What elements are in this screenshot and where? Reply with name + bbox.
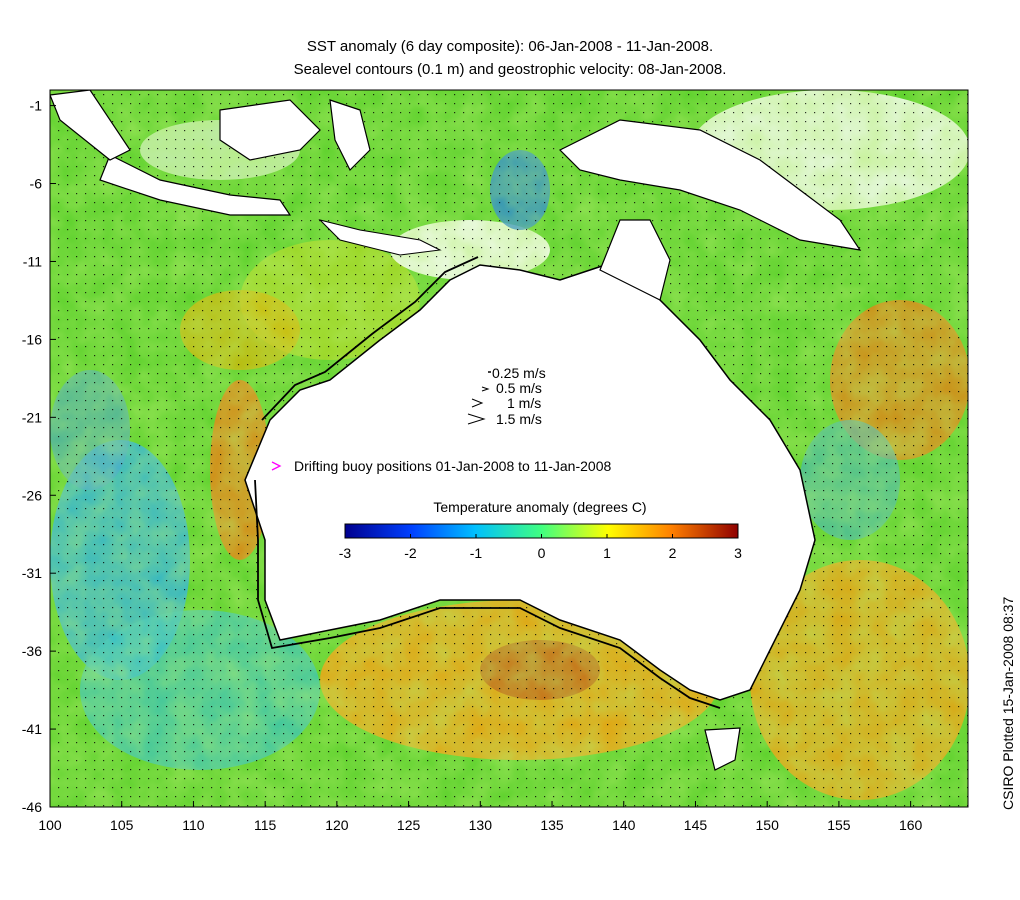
x-tick-label: 145	[684, 817, 708, 833]
x-tick-label: 150	[756, 817, 780, 833]
australia-landmass	[244, 249, 816, 701]
y-axis: -1 -6 -11 -16 -21 -26 -31 -36 -41 -46	[22, 98, 56, 815]
y-tick-label: -16	[22, 331, 42, 347]
velocity-legend-item-3: 1.5 m/s	[467, 411, 542, 427]
y-tick-label: -1	[30, 98, 43, 114]
x-tick-label: 100	[38, 817, 62, 833]
plot-frame	[49, 89, 969, 808]
x-tick-label: 120	[325, 817, 349, 833]
velocity-legend-label-2: 1 m/s	[507, 395, 541, 411]
y-tick-label: -26	[22, 487, 42, 503]
x-tick-label: 130	[469, 817, 493, 833]
x-tick-label: 110	[182, 817, 205, 833]
x-tick-label: 125	[397, 817, 421, 833]
map-title-line-1: SST anomaly (6 day composite): 06-Jan-20…	[306, 38, 714, 55]
velocity-legend-item-2: 1 m/s	[471, 395, 541, 411]
x-tick-label: 105	[110, 817, 134, 833]
sumatra-landmass	[50, 90, 131, 161]
sulawesi-landmass	[329, 99, 371, 172]
sst-field	[50, 90, 968, 807]
borneo-landmass	[219, 99, 321, 161]
colorbar-tick-label: 2	[669, 545, 677, 561]
velocity-legend-label-3: 1.5 m/s	[496, 411, 542, 427]
y-tick-label: -21	[22, 409, 42, 425]
velocity-legend-item-1: 0.5 m/s	[481, 380, 542, 396]
velocity-legend-label-0: 0.25 m/s	[492, 365, 546, 381]
colorbar-tick-label: 3	[734, 545, 742, 561]
colorbar-tick-label: -3	[339, 545, 352, 561]
y-tick-label: -46	[22, 799, 42, 815]
y-tick-label: -41	[22, 721, 42, 737]
buoy-legend-label: Drifting buoy positions 01-Jan-2008 to 1…	[294, 458, 611, 474]
colorbar-tick-label: -2	[404, 545, 417, 561]
map-title-line-2: Sealevel contours (0.1 m) and geostrophi…	[293, 61, 727, 78]
tasmania-landmass	[704, 727, 741, 771]
y-tick-label: -31	[22, 565, 42, 581]
velocity-legend: 0.25 m/s 0.5 m/s 1 m/s 1.5 m/s	[467, 365, 546, 427]
colorbar-tick-label: 1	[603, 545, 611, 561]
java-landmass	[99, 154, 292, 216]
colorbar-tick-label: 0	[538, 545, 546, 561]
x-tick-label: 135	[540, 817, 564, 833]
x-tick-label: 140	[612, 817, 636, 833]
x-tick-label: 115	[254, 817, 277, 833]
velocity-legend-item-0: 0.25 m/s	[488, 365, 546, 381]
y-tick-label: -6	[30, 176, 43, 192]
x-tick-label: 160	[899, 817, 923, 833]
colorbar: Temperature anomaly (degrees C) -3 -2 -1 0 1…	[339, 499, 742, 561]
y-tick-label: -36	[22, 643, 42, 659]
buoy-marker-icon	[271, 461, 282, 471]
velocity-legend-label-1: 0.5 m/s	[496, 380, 542, 396]
colorbar-title: Temperature anomaly (degrees C)	[433, 499, 646, 515]
x-axis: 100 105 110 115 120 125 130 135 140 145 150 155 160	[38, 801, 923, 833]
y-tick-label: -11	[23, 253, 42, 269]
colorbar-tick-label: -1	[470, 545, 483, 561]
x-tick-label: 155	[827, 817, 851, 833]
new-guinea-landmass	[558, 119, 862, 251]
plot-credit: CSIRO Plotted 15-Jan-2008 08:37	[1000, 596, 1016, 810]
buoy-legend: Drifting buoy positions 01-Jan-2008 to 1…	[271, 458, 611, 474]
